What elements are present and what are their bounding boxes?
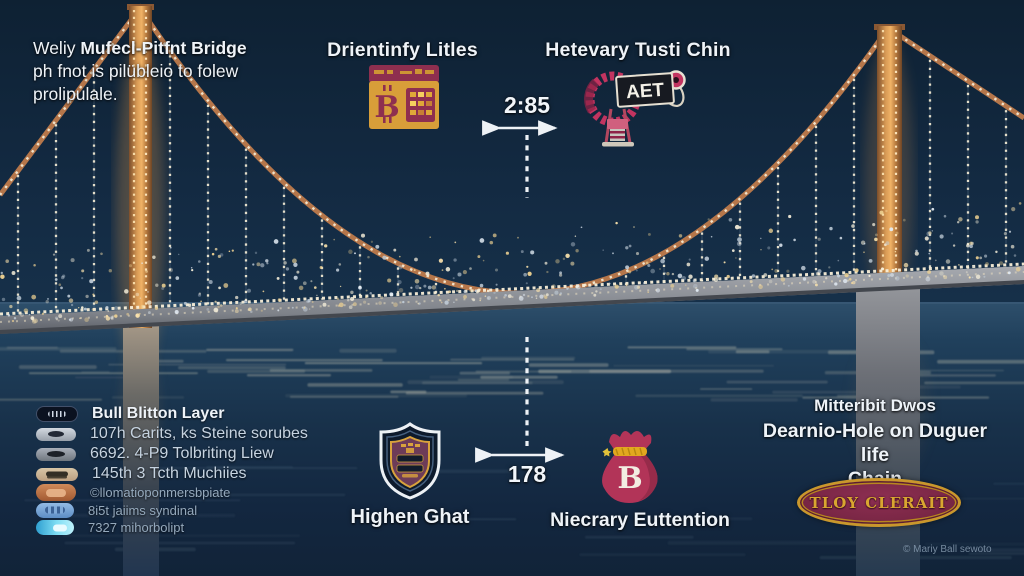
pill-icon-blue: [36, 502, 74, 518]
intro-line2: ph fnot is pilübleio to folew: [33, 61, 239, 81]
intro-line3: prolipulale.: [33, 84, 118, 104]
sparkle: [602, 448, 612, 457]
list-item: 145th 3 Tcth Muchiies: [36, 464, 308, 484]
magnifier-label: AET: [625, 80, 665, 104]
bay-water: [0, 302, 1024, 576]
intro-lead: Weliy: [33, 38, 81, 58]
bottom-right-line2: Dearnio-Hole on Duguer life: [762, 420, 988, 466]
money-bag-icon: B: [602, 430, 658, 503]
bag-letter: B: [617, 461, 642, 496]
pill-icon-dark: [36, 406, 78, 422]
measurement-lines: [475, 120, 565, 463]
money-bag-label: Niecrary Euttention: [550, 509, 730, 531]
callout-title-right: Hetevary Tusti Chin: [545, 39, 731, 61]
list-item: 6692. 4-P9 Tolbriting Liew: [36, 444, 308, 464]
pill-icon-tan: [36, 467, 78, 481]
badge-text: TLOY CLERAIT: [809, 493, 949, 512]
intro-text: Weliy Mufecl-Pitfnt Bridge ph fnot is pi…: [33, 37, 313, 106]
callout-title-left: Drientinfy Litles: [327, 39, 478, 61]
list-item: Bull Blitton Layer: [36, 404, 308, 424]
magnifier-gauge-icon: AET: [584, 70, 686, 147]
oval-badge: TLOY CLERAIT: [797, 478, 961, 527]
bottom-right-line1: Mitteribit Dwos: [814, 396, 936, 415]
pill-icon-silver: [36, 427, 76, 441]
measure-bottom-value: 178: [507, 461, 547, 487]
list-item: 7327 mihorbolipt: [36, 519, 308, 537]
legend-list: Bull Blitton Layer 107h Carits, ks Stein…: [36, 404, 308, 537]
list-item: ©llomatioponmersbpiate: [36, 484, 308, 502]
bitcoin-symbol: B: [374, 85, 400, 125]
list-item: 8i5t jaiims syndinal: [36, 502, 308, 520]
pill-icon-copper: [36, 484, 76, 502]
shield-label: Highen Ghat: [350, 506, 470, 528]
measure-top-value: 2:85: [503, 92, 551, 118]
list-item: 107h Carits, ks Steine sorubes: [36, 424, 308, 444]
svg-text:B: B: [374, 90, 399, 125]
pill-icon-cyan: [36, 520, 74, 536]
watermark-credit: © Mariy Ball sewoto: [903, 544, 992, 555]
shield-icon: [379, 422, 441, 500]
calendar-coin-icon: B: [369, 65, 439, 129]
intro-title: Mufecl-Pitfnt Bridge: [80, 38, 247, 58]
bottom-right-text: Mitteribit Dwos Dearnio-Hole on Duguer l…: [756, 396, 994, 491]
pill-icon-gray: [36, 447, 76, 461]
